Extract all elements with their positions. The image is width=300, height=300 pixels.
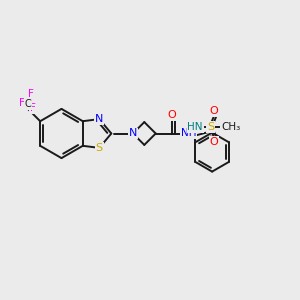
- Text: CH₃: CH₃: [221, 122, 240, 132]
- Text: N: N: [95, 114, 103, 124]
- Text: N: N: [129, 128, 137, 139]
- Text: HN: HN: [188, 122, 203, 132]
- Text: NH: NH: [181, 128, 197, 139]
- Text: F: F: [19, 98, 25, 108]
- Text: F: F: [30, 103, 36, 113]
- Text: S: S: [207, 122, 214, 132]
- Text: S: S: [96, 143, 103, 153]
- Text: F: F: [28, 89, 34, 99]
- Text: O: O: [209, 137, 218, 147]
- Text: C: C: [25, 99, 32, 109]
- Text: O: O: [209, 106, 218, 116]
- Text: O: O: [168, 110, 177, 120]
